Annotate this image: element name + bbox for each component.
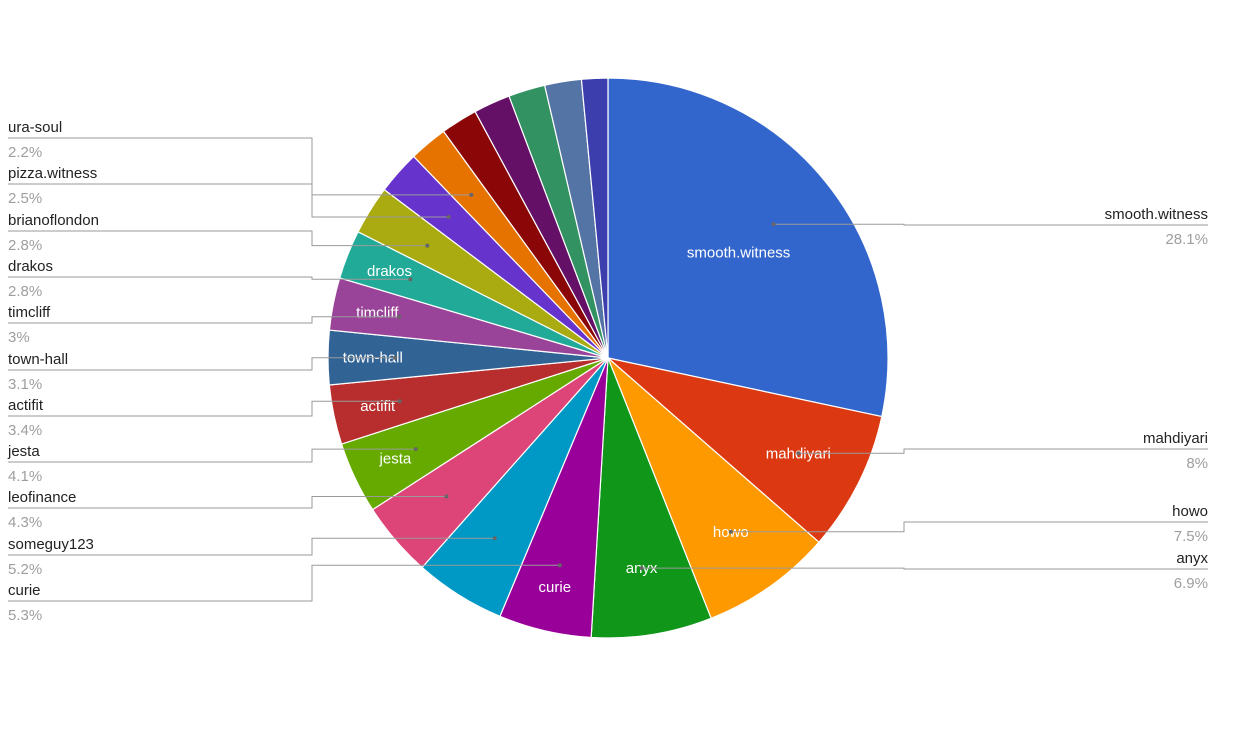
slice-howo[interactable] (607, 357, 820, 620)
slice-label-jesta: jesta (379, 451, 412, 468)
leader-dot-pizza-witness (446, 215, 451, 219)
leader-line-howo (730, 521, 1208, 533)
leader-dot-brianoflondon (425, 243, 430, 248)
leader-dot-drakos (408, 277, 413, 282)
callout-name-curie: curie (8, 582, 41, 599)
leader-dot-jesta (413, 447, 418, 452)
leader-line-smooth-witness (773, 223, 1208, 226)
leader-line-leofinance (8, 496, 447, 509)
leader-dot-someguy123 (492, 536, 497, 541)
leader-line-brianoflondon (8, 230, 428, 247)
leader-line-jesta (8, 448, 416, 463)
callout-name-town-hall: town-hall (8, 351, 68, 368)
leader-line-town-hall (8, 357, 396, 371)
leader-line-curie (8, 564, 560, 602)
callout-percent-anyx: 6.9% (1174, 575, 1208, 592)
callout-name-timcliff: timcliff (8, 304, 51, 321)
leader-line-mahdiyari (798, 448, 1208, 454)
leader-dot-ura-soul (469, 192, 474, 197)
callout-name-pizza-witness: pizza.witness (8, 165, 97, 182)
leader-line-anyx (641, 567, 1208, 570)
callout-name-drakos: drakos (8, 258, 53, 275)
callout-name-ura-soul: ura-soul (8, 119, 62, 136)
slice-20[interactable] (580, 77, 609, 359)
slice-label-timcliff: timcliff (356, 304, 399, 321)
leader-dot-mahdiyari (796, 451, 801, 456)
callout-percent-drakos: 2.8% (8, 283, 42, 300)
callout-percent-howo: 7.5% (1174, 528, 1208, 545)
callout-name-actifit: actifit (8, 397, 44, 414)
leader-line-someguy123 (8, 537, 495, 556)
leader-dot-timcliff (397, 314, 402, 319)
callout-percent-someguy123: 5.2% (8, 561, 42, 578)
callout-name-leofinance: leofinance (8, 489, 76, 506)
slice-mahdiyari[interactable] (605, 356, 883, 544)
callout-name-anyx: anyx (1176, 550, 1208, 567)
callout-percent-smooth-witness: 28.1% (1165, 231, 1208, 248)
callout-percent-curie: 5.3% (8, 607, 42, 624)
callout-percent-brianoflondon: 2.8% (8, 237, 42, 254)
callout-name-smooth-witness: smooth.witness (1105, 206, 1208, 223)
callout-name-howo: howo (1172, 503, 1208, 520)
callout-name-mahdiyari: mahdiyari (1143, 430, 1208, 447)
callout-percent-mahdiyari: 8% (1186, 455, 1208, 472)
callout-name-brianoflondon: brianoflondon (8, 212, 99, 229)
leader-dot-howo (728, 529, 733, 534)
leader-line-pizza-witness (8, 183, 449, 218)
callout-percent-leofinance: 4.3% (8, 514, 42, 531)
leader-line-ura-soul (8, 137, 472, 196)
callout-name-jesta: jesta (7, 443, 40, 460)
slice-label-smooth-witness: smooth.witness (687, 244, 790, 261)
leader-dot-leofinance (444, 494, 449, 499)
leader-dot-town-hall (393, 355, 398, 360)
leader-dot-smooth-witness (771, 222, 776, 227)
callout-percent-pizza-witness: 2.5% (8, 190, 42, 207)
callout-percent-town-hall: 3.1% (8, 376, 42, 393)
slice-label-actifit: actifit (360, 398, 396, 415)
slice-label-drakos: drakos (367, 263, 412, 280)
pie-slices (327, 77, 889, 639)
slice-smooth-witness[interactable] (607, 77, 889, 418)
leader-line-drakos (8, 276, 411, 280)
callout-name-someguy123: someguy123 (8, 536, 94, 553)
leader-dot-anyx (639, 566, 644, 571)
leader-dot-actifit (397, 399, 402, 404)
slice-callouts: smooth.witness 28.1% mahdiyari 8% howo 7.5% an… (7, 119, 1208, 624)
callout-percent-timcliff: 3% (8, 329, 30, 346)
leader-line-timcliff (8, 316, 400, 324)
slice-inside-labels: smooth.witnessmahdiyarihowoanyxcuriejest… (343, 244, 831, 596)
slice-label-curie: curie (539, 579, 572, 596)
callout-percent-ura-soul: 2.2% (8, 144, 42, 161)
leader-dot-curie (557, 563, 562, 568)
leader-line-actifit (8, 400, 400, 417)
callout-percent-actifit: 3.4% (8, 422, 42, 439)
callout-percent-jesta: 4.1% (8, 468, 42, 485)
